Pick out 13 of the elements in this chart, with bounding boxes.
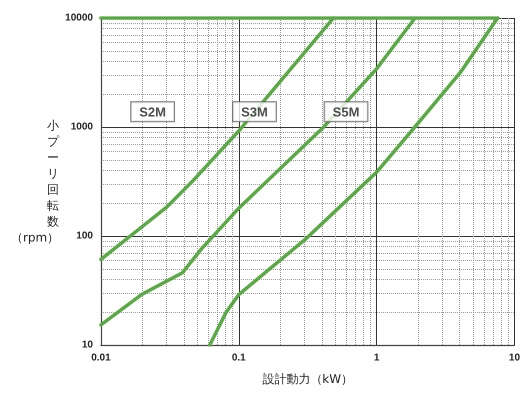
x-axis-title: 設計動力（kW） xyxy=(262,372,354,386)
x-tick-label: 10 xyxy=(508,352,520,364)
y-tick-label: 10000 xyxy=(65,12,94,24)
x-tick-label: 0.01 xyxy=(91,352,112,364)
annotation: S2M xyxy=(139,104,166,120)
annotation: S5M xyxy=(332,104,360,120)
y-tick-label: 10 xyxy=(82,340,94,350)
y-axis-title: 小プーリ回転数（rpm） xyxy=(10,118,60,244)
annotation: S3M xyxy=(241,104,268,120)
x-tick-label: 0.1 xyxy=(232,352,246,364)
y-tick-label: 100 xyxy=(76,230,94,242)
x-tick-label: 1 xyxy=(374,352,380,364)
y-tick-label: 1000 xyxy=(70,122,94,132)
